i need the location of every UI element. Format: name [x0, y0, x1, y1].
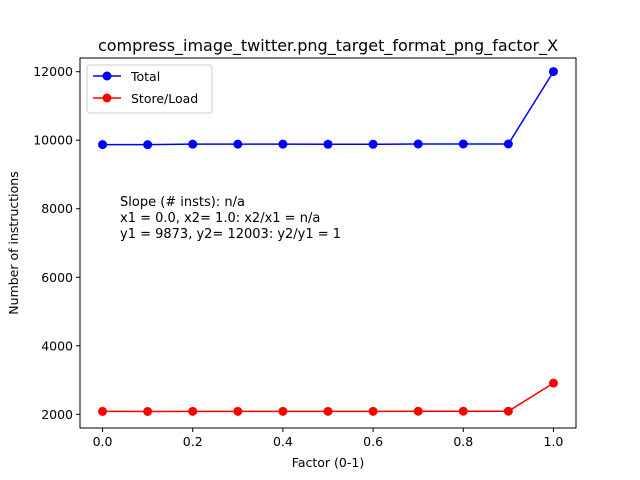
- legend-total-marker: [102, 71, 112, 81]
- y-tick-label: 4000: [41, 338, 73, 353]
- data-point-total: [503, 139, 513, 149]
- legend-box: [86, 64, 213, 114]
- data-point-store-load: [458, 406, 468, 416]
- data-point-store-load: [98, 406, 108, 416]
- data-point-store-load: [368, 406, 378, 416]
- data-point-total: [458, 139, 468, 149]
- series-layer: [98, 67, 558, 416]
- data-point-total: [413, 139, 423, 149]
- y-tick-label: 10000: [33, 133, 73, 148]
- data-point-total: [368, 139, 378, 149]
- chart-title: compress_image_twitter.png_target_format…: [98, 36, 558, 56]
- data-point-total: [278, 139, 288, 149]
- x-tick-label: 0.2: [183, 434, 203, 449]
- data-point-total: [98, 140, 108, 150]
- x-tick-label: 1.0: [544, 434, 564, 449]
- legend-store-load-label: Store/Load: [131, 91, 198, 106]
- annotation-line-slope: Slope (# insts): n/a: [120, 195, 245, 210]
- plot-area-frame: [79, 57, 577, 429]
- y-axis-label: Number of instructions: [6, 171, 21, 314]
- x-tick-label: 0.8: [453, 434, 473, 449]
- x-tick-label: 0.0: [93, 434, 113, 449]
- x-axis: 0.0 0.2 0.4 0.6 0.8 1.0: [93, 428, 564, 449]
- data-point-total: [143, 140, 153, 150]
- legend: Total Store/Load: [86, 64, 213, 114]
- annotation-line-y-ratio: y1 = 9873, y2= 12003: y2/y1 = 1: [120, 227, 341, 242]
- data-point-store-load: [413, 406, 423, 416]
- data-point-store-load: [143, 406, 153, 416]
- x-tick-label: 0.4: [273, 434, 293, 449]
- x-tick-label: 0.6: [363, 434, 383, 449]
- data-point-total: [323, 139, 333, 149]
- data-point-store-load: [503, 406, 513, 416]
- y-tick-label: 6000: [41, 270, 73, 285]
- annotation-line-x-ratio: x1 = 0.0, x2= 1.0: x2/x1 = n/a: [120, 211, 320, 226]
- data-point-store-load: [548, 378, 558, 388]
- y-tick-label: 8000: [41, 201, 73, 216]
- slope-annotation: Slope (# insts): n/a x1 = 0.0, x2= 1.0: …: [120, 195, 341, 242]
- y-axis: 2000 4000 6000 8000 10000 12000: [33, 64, 80, 422]
- data-point-total: [548, 67, 558, 77]
- y-tick-label: 2000: [41, 407, 73, 422]
- data-point-store-load: [278, 406, 288, 416]
- legend-total-label: Total: [130, 69, 160, 84]
- data-point-store-load: [188, 406, 198, 416]
- data-point-total: [188, 139, 198, 149]
- data-point-store-load: [323, 406, 333, 416]
- y-tick-label: 12000: [33, 64, 73, 79]
- data-point-total: [233, 139, 243, 149]
- data-point-store-load: [233, 406, 243, 416]
- x-axis-label: Factor (0-1): [292, 455, 364, 470]
- legend-store-load-marker: [102, 93, 112, 103]
